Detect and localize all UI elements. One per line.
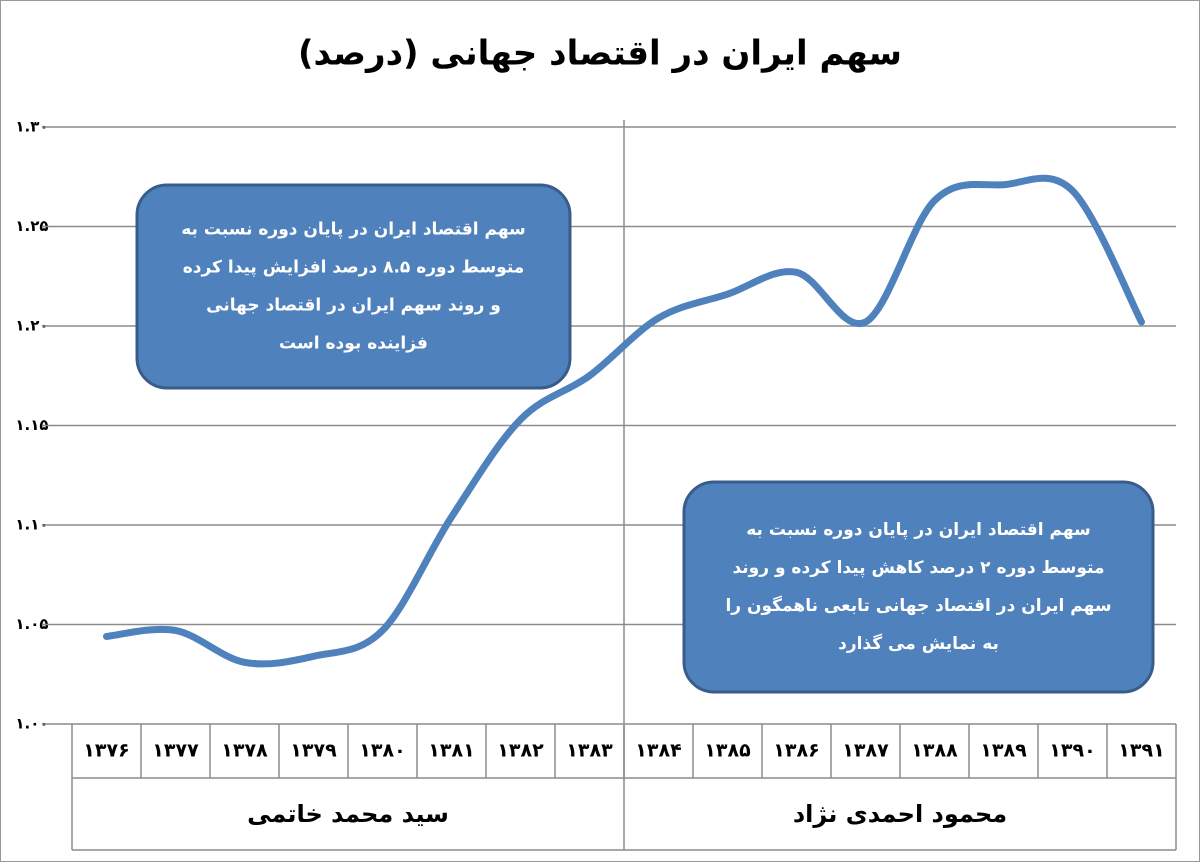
x-tick-label: ۱۳۷۶ <box>83 740 129 762</box>
x-tick-label: ۱۳۸۱ <box>428 740 474 762</box>
group-label: سید محمد خاتمی <box>247 800 449 828</box>
annotation-box <box>682 480 1155 694</box>
annotation-box <box>135 183 572 390</box>
y-tick-label: ۱.۱۰ <box>15 516 48 534</box>
x-tick-label: ۱۳۷۸ <box>221 740 268 762</box>
annotation-text: سهم اقتصاد ایران در پایان دوره نسبت به <box>746 520 1091 540</box>
x-tick-label: ۱۳۸۶ <box>773 740 819 762</box>
annotation-text: و روند سهم ایران در اقتصاد جهانی <box>206 296 501 316</box>
x-tick-label: ۱۳۸۹ <box>980 740 1027 762</box>
x-tick-label: ۱۳۸۷ <box>842 740 889 762</box>
y-tick-label: ۱.۲۰ <box>15 317 48 335</box>
x-tick-label: ۱۳۷۹ <box>290 740 337 762</box>
annotation-text: سهم اقتصاد ایران در پایان دوره نسبت به <box>181 220 526 240</box>
x-tick-label: ۱۳۸۵ <box>704 740 751 762</box>
annotation-text: به نمایش می گذارد <box>838 633 999 654</box>
annotation-text: متوسط دوره ۸.۵ درصد افزایش پیدا کرده <box>183 258 525 278</box>
group-label: محمود احمدی نژاد <box>793 800 1007 828</box>
x-tick-label: ۱۳۸۲ <box>497 740 544 762</box>
x-tick-label: ۱۳۸۳ <box>566 740 613 762</box>
x-tick-label: ۱۳۸۸ <box>911 740 958 762</box>
x-tick-label: ۱۳۹۱ <box>1118 740 1164 762</box>
annotation-text: فزاینده بوده است <box>279 334 428 354</box>
y-tick-label: ۱.۰۵ <box>15 615 48 633</box>
y-tick-label: ۱.۰۰ <box>15 715 48 733</box>
chart-title: سهم ایران در اقتصاد جهانی (درصد) <box>298 34 902 74</box>
y-tick-label: ۱.۳۰ <box>15 118 48 136</box>
y-tick-label: ۱.۲۵ <box>15 217 48 235</box>
x-tick-label: ۱۳۸۰ <box>359 740 405 762</box>
line-series <box>103 174 1145 668</box>
annotation-text: متوسط دوره ۲ درصد کاهش پیدا کرده و روند <box>732 558 1104 578</box>
x-tick-label: ۱۳۹۰ <box>1049 740 1095 762</box>
x-tick-label: ۱۳۷۷ <box>152 740 199 762</box>
annotation-text: سهم ایران در اقتصاد جهانی تابعی ناهمگون … <box>725 595 1111 616</box>
y-tick-label: ۱.۱۵ <box>15 416 48 434</box>
x-tick-label: ۱۳۸۴ <box>635 740 681 762</box>
